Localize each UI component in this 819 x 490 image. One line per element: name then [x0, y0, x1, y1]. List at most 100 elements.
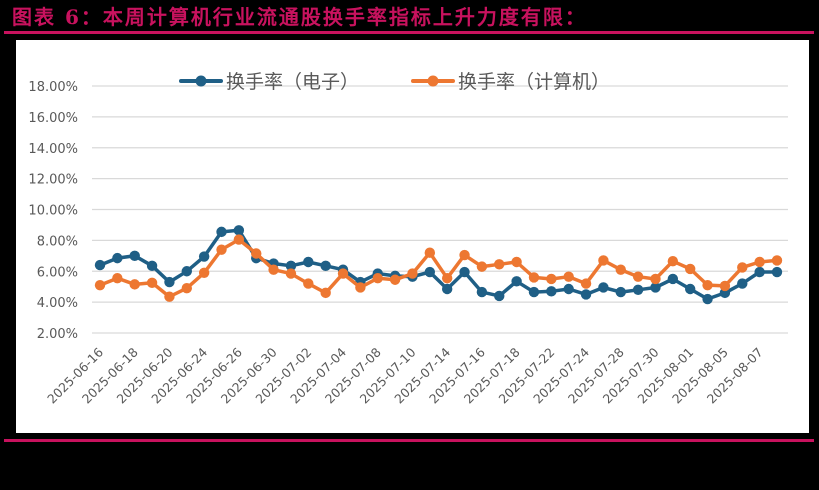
- series-group: [94, 225, 783, 305]
- data-point-marker: [372, 272, 383, 284]
- data-point-marker: [389, 274, 401, 285]
- y-tick-label: 14.00%: [28, 142, 78, 157]
- data-point-marker: [441, 272, 453, 284]
- legend-label: 换手率（计算机）: [458, 71, 610, 93]
- data-point-marker: [181, 283, 192, 294]
- legend-item: 换手率（计算机）: [411, 71, 610, 93]
- data-point-marker: [580, 289, 592, 300]
- data-point-marker: [164, 276, 175, 288]
- data-point-marker: [702, 279, 713, 291]
- data-point-marker: [615, 286, 626, 298]
- y-tick-label: 2.00%: [37, 327, 78, 342]
- legend: 换手率（电子） 换手率（计算机）: [179, 71, 610, 93]
- data-point-marker: [511, 256, 522, 268]
- data-point-marker: [424, 247, 436, 258]
- data-point-marker: [667, 273, 679, 285]
- y-tick-label: 4.00%: [37, 296, 78, 311]
- data-point-marker: [337, 268, 349, 279]
- data-point-marker: [494, 259, 505, 270]
- data-point-marker: [233, 234, 245, 245]
- legend-marker-icon: [427, 75, 439, 87]
- y-tick-label: 18.00%: [28, 80, 78, 95]
- y-tick-label: 12.00%: [28, 173, 78, 188]
- data-point-marker: [94, 259, 106, 271]
- y-tick-label: 8.00%: [37, 234, 78, 249]
- line-chart: 2.00% 4.00% 6.00% 8.00% 10.00% 12.00% 14.00% 16…: [28, 71, 788, 406]
- data-point-marker: [685, 283, 696, 295]
- figure-title: 图表 6：本周计算机行业流通股换手率指标上升力度有限：: [12, 5, 587, 29]
- chart-panel: 2.00% 4.00% 6.00% 8.00% 10.00% 12.00% 14.00% 16…: [16, 40, 809, 433]
- data-point-marker: [459, 266, 470, 278]
- data-point-marker: [198, 267, 210, 278]
- data-point-marker: [563, 271, 574, 282]
- data-point-marker: [303, 278, 314, 289]
- data-point-marker: [737, 262, 748, 273]
- data-point-marker: [407, 268, 418, 279]
- data-point-marker: [719, 280, 731, 292]
- x-axis: 2025-06-162025-06-182025-06-202025-06-24…: [44, 344, 766, 406]
- data-point-marker: [702, 293, 713, 305]
- data-point-marker: [94, 279, 106, 291]
- data-point-marker: [667, 256, 679, 267]
- data-point-marker: [528, 272, 540, 283]
- series-line: [98, 237, 779, 299]
- data-point-marker: [459, 249, 470, 261]
- data-point-marker: [546, 273, 557, 285]
- data-point-marker: [285, 268, 297, 279]
- data-point-marker: [754, 256, 765, 268]
- data-point-marker: [216, 226, 227, 238]
- data-point-marker: [233, 225, 245, 236]
- data-point-marker: [754, 266, 765, 278]
- data-point-marker: [563, 283, 574, 295]
- data-point-marker: [441, 283, 453, 295]
- y-tick-label: 16.00%: [28, 111, 78, 126]
- data-point-marker: [650, 273, 661, 285]
- legend-item: 换手率（电子）: [179, 71, 359, 93]
- data-point-marker: [632, 271, 644, 282]
- data-point-marker: [320, 260, 331, 272]
- data-point-marker: [598, 255, 609, 266]
- data-point-marker: [494, 290, 505, 302]
- data-point-marker: [771, 255, 783, 266]
- series-line: [98, 228, 779, 301]
- data-point-marker: [112, 272, 123, 284]
- data-point-marker: [476, 261, 488, 272]
- data-point-marker: [285, 260, 297, 272]
- data-point-marker: [685, 263, 696, 275]
- legend-marker-icon: [195, 75, 207, 87]
- data-point-marker: [355, 282, 366, 293]
- title-divider: [4, 31, 814, 34]
- series-computer: [94, 234, 783, 302]
- data-point-marker: [476, 286, 488, 298]
- data-point-marker: [546, 286, 557, 297]
- data-point-marker: [198, 251, 210, 262]
- data-point-marker: [251, 248, 262, 259]
- data-point-marker: [146, 260, 158, 272]
- data-point-marker: [320, 287, 331, 299]
- y-tick-label: 6.00%: [37, 265, 78, 280]
- data-point-marker: [632, 284, 644, 295]
- data-point-marker: [580, 278, 592, 289]
- data-point-marker: [146, 277, 158, 289]
- data-point-marker: [650, 282, 661, 293]
- y-tick-label: 10.00%: [28, 204, 78, 219]
- data-point-marker: [112, 252, 123, 264]
- data-point-marker: [303, 256, 314, 268]
- data-point-marker: [216, 244, 227, 255]
- data-point-marker: [181, 266, 192, 277]
- legend-label: 换手率（电子）: [226, 71, 359, 93]
- data-point-marker: [268, 264, 279, 275]
- data-point-marker: [615, 264, 626, 275]
- footer-divider: [4, 439, 814, 442]
- data-point-marker: [164, 291, 175, 302]
- data-point-marker: [129, 279, 140, 290]
- y-axis: 2.00% 4.00% 6.00% 8.00% 10.00% 12.00% 14.00% 16…: [28, 80, 78, 342]
- data-point-marker: [424, 266, 436, 278]
- data-point-marker: [598, 282, 609, 293]
- gridlines: [92, 85, 788, 334]
- data-point-marker: [737, 278, 748, 289]
- data-point-marker: [511, 276, 522, 287]
- data-point-marker: [129, 250, 140, 262]
- data-point-marker: [771, 266, 783, 278]
- data-point-marker: [528, 286, 540, 298]
